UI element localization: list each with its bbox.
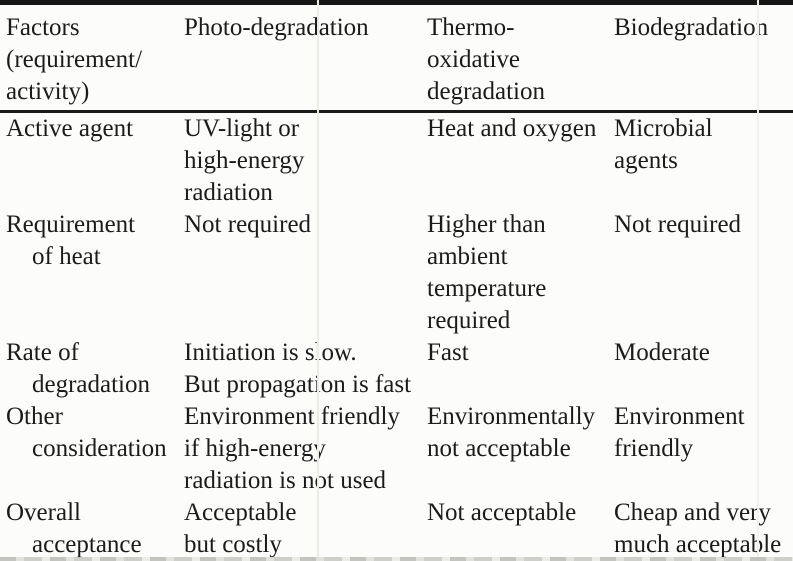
table-header-row: Factors (requirement/ activity) Photo-de… [0, 5, 793, 113]
cell-thermo-oxidative: Heat and oxygen [427, 115, 597, 142]
table-row-other-consideration: Other consideration Environment friendly… [0, 401, 793, 497]
cell-biodegradation: Moderate [614, 339, 710, 366]
header-cell-biodegradation: Biodegradation [614, 5, 793, 113]
cell-factor: Requirement of heat [6, 211, 136, 270]
cell-biodegradation: Environment friendly [614, 403, 745, 462]
cell-photo-degradation: UV-light or high-energy radiation [184, 115, 305, 206]
cell-thermo-oxidative: Higher than ambient temperature required [427, 211, 547, 334]
table-row-overall-acceptance: Overall acceptance Acceptable but costly… [0, 497, 793, 561]
header-cell-thermo-oxidative-degradation: Thermo- oxidative degradation [427, 5, 614, 113]
scan-artifact-vertical-line [757, 0, 759, 561]
cell-thermo-oxidative: Fast [427, 339, 469, 366]
cell-thermo-oxidative: Not acceptable [427, 499, 577, 526]
cell-photo-degradation: Initiation is slow. But propagation is f… [184, 339, 412, 398]
table-row-active-agent: Active agent UV-light or high-energy rad… [0, 112, 793, 210]
scan-artifact-vertical-line [317, 0, 319, 561]
cell-biodegradation: Microbial agents [614, 115, 713, 174]
cell-factor: Other consideration [6, 403, 167, 462]
header-cell-factors: Factors (requirement/ activity) [0, 5, 184, 113]
cell-photo-degradation: Not required [184, 211, 312, 238]
cell-factor: Overall acceptance [6, 499, 142, 558]
header-cell-photo-degradation: Photo-degradation [184, 5, 427, 113]
table-bottom-rule [0, 557, 793, 561]
cell-photo-degradation: Acceptable but costly [184, 499, 297, 558]
table-top-rule [0, 0, 793, 5]
degradation-comparison-table: Factors (requirement/ activity) Photo-de… [0, 5, 793, 561]
cell-factor: Active agent [6, 115, 134, 142]
cell-factor: Rate of degradation [6, 339, 151, 398]
table-row-rate-of-degradation: Rate of degradation Initiation is slow. … [0, 337, 793, 401]
cell-biodegradation: Cheap and very much acceptable [614, 499, 782, 558]
table-row-requirement-of-heat: Requirement of heat Not required Higher … [0, 209, 793, 337]
cell-photo-degradation: Environment friendly if high-energy radi… [184, 403, 400, 494]
cell-thermo-oxidative: Environmentally not acceptable [427, 403, 596, 462]
cell-biodegradation: Not required [614, 211, 742, 238]
